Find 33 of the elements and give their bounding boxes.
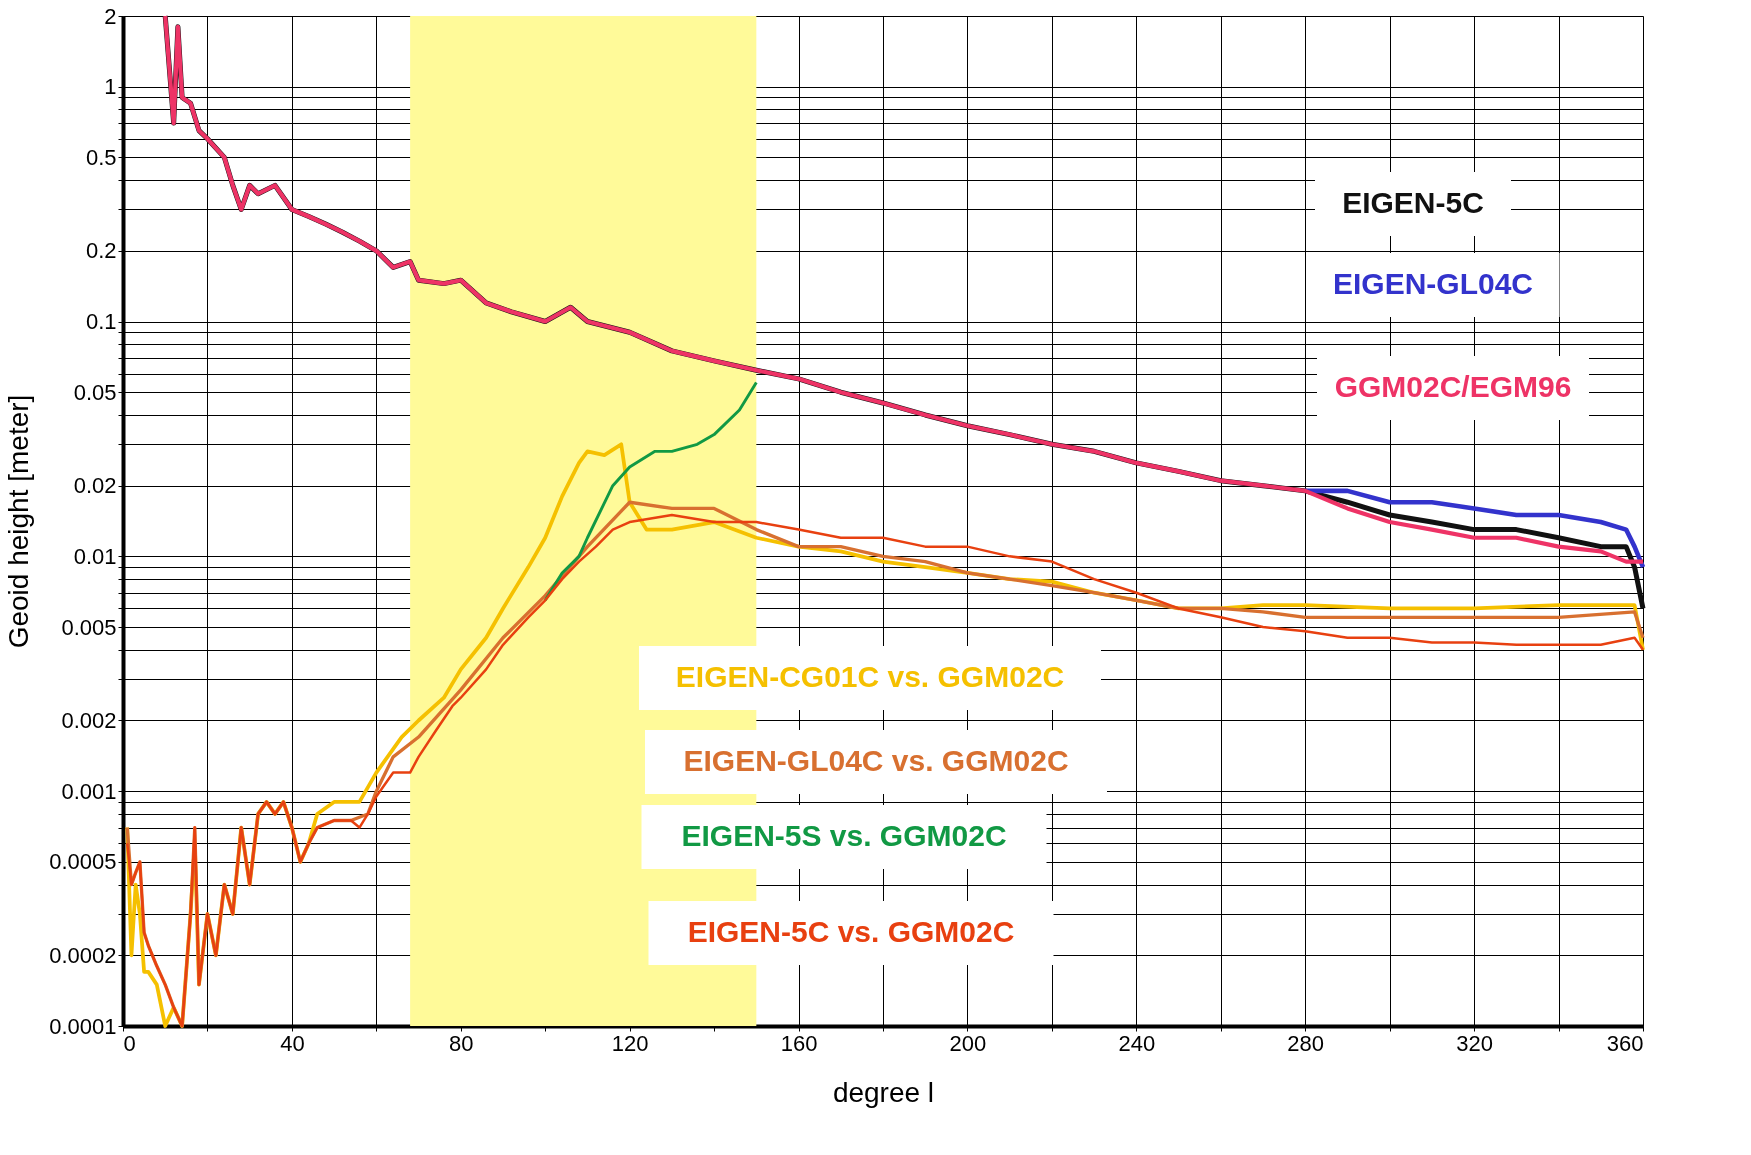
text: EIGEN-CG01C vs. GGM02C: [675, 660, 1065, 693]
y-tick-label: 0.2: [85, 238, 117, 264]
x-tick-label: 280: [1287, 1030, 1325, 1056]
text: EIGEN-5C vs. GGM02C: [687, 915, 1015, 948]
y-tick-label: 1: [104, 74, 117, 100]
y-tick-label: 0.0005: [49, 849, 117, 875]
y-tick-label: 0.002: [61, 707, 117, 733]
y-tick-label: 0.1: [85, 309, 117, 335]
y-tick-label: 0.02: [73, 473, 117, 499]
y-tick-label: 0.0002: [49, 942, 117, 968]
x-tick-label: 200: [949, 1030, 987, 1056]
x-tick-label: 320: [1456, 1030, 1493, 1056]
y-tick-label: 0.0001: [49, 1013, 117, 1039]
y-tick-label: 0.05: [73, 379, 117, 405]
y-tick-label: 2: [104, 3, 117, 29]
text: EIGEN-GL04C vs. GGM02C: [683, 744, 1069, 777]
x-tick-label: 40: [280, 1030, 305, 1056]
y-tick-label: 0.01: [73, 543, 117, 569]
x-tick-label: 360: [1606, 1030, 1644, 1056]
x-axis-title: degree l: [832, 1076, 935, 1108]
text: EIGEN-5C: [1342, 186, 1484, 219]
x-tick-label: 160: [780, 1030, 818, 1056]
x-tick-label: 240: [1118, 1030, 1156, 1056]
text: EIGEN-GL04C: [1332, 267, 1534, 300]
x-tick-label: 120: [611, 1030, 649, 1056]
text: GGM02C/EGM96: [1334, 370, 1572, 403]
y-tick-label: 0.005: [61, 614, 117, 640]
y-tick-label: 0.5: [85, 144, 117, 170]
y-axis-title: Geoid height [meter]: [3, 394, 35, 649]
y-tick-label: 0.001: [61, 778, 117, 804]
x-tick-label: 0: [123, 1030, 136, 1056]
text: EIGEN-5S vs. GGM02C: [681, 819, 1007, 852]
x-tick-label: 80: [449, 1030, 474, 1056]
